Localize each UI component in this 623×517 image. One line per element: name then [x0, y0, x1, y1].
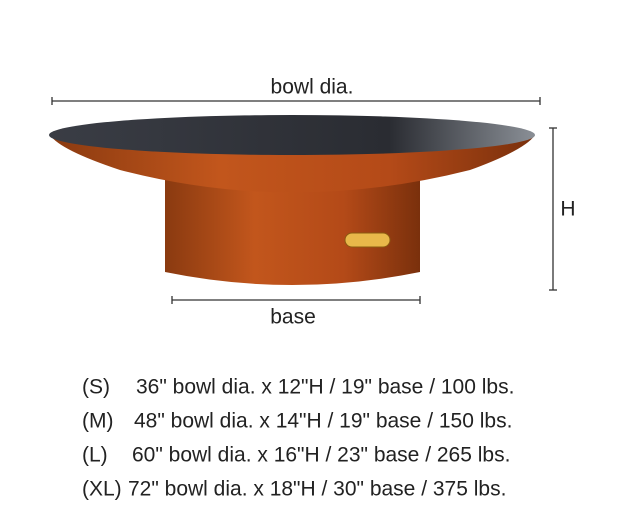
height-label: H: [560, 198, 575, 221]
size-spec: 60" bowl dia. x 16"H / 23" base / 265 lb…: [132, 444, 510, 467]
size-code: (M): [82, 410, 113, 433]
size-code: (S): [82, 376, 110, 399]
bowl-dia-label: bowl dia.: [271, 76, 354, 99]
bowl-inner: [49, 115, 535, 155]
base-label: base: [270, 306, 316, 329]
size-spec: 72" bowl dia. x 18"H / 30" base / 375 lb…: [128, 478, 506, 501]
base-cylinder: [165, 180, 420, 285]
size-spec: 48" bowl dia. x 14"H / 19" base / 150 lb…: [134, 410, 512, 433]
handle-slot: [344, 232, 391, 248]
size-spec: 36" bowl dia. x 12"H / 19" base / 100 lb…: [136, 376, 514, 399]
size-code: (L): [82, 444, 108, 467]
size-code: (XL): [82, 478, 122, 501]
size-list: (S) 36" bowl dia. x 12"H / 19" base / 100…: [82, 376, 514, 501]
